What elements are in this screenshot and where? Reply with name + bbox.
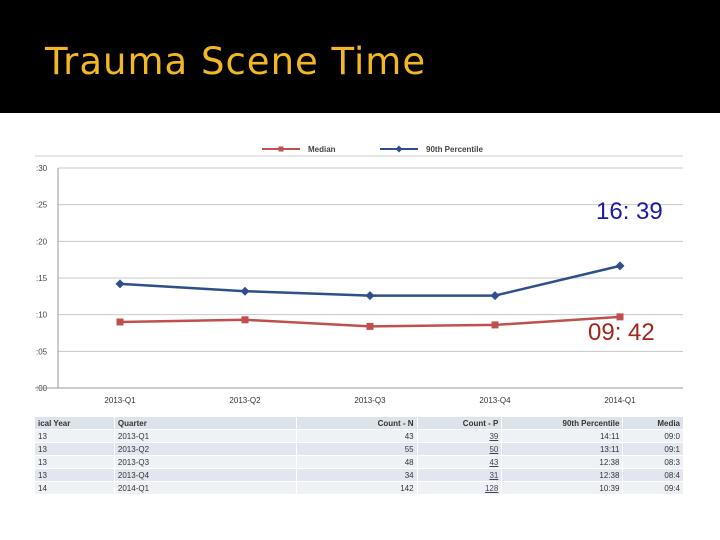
cell-year: 13 [34,455,115,469]
data-point-p90 [115,279,125,289]
data-point-median [616,313,624,321]
cell-year: 13 [34,442,115,456]
cell-count-p: 43 [416,455,503,469]
data-point-p90 [490,291,500,301]
title-bar: Trauma Scene Time [0,0,720,113]
table-header-row: ical Year Quarter Count - N Count - P 90… [34,416,684,430]
col-header-quarter[interactable]: Quarter [113,416,297,430]
legend-marker-diamond [395,145,403,153]
cell-quarter: 2013-Q2 [113,442,297,456]
table-row: 13 2013-Q4 34 31 12:38 08:4 [34,468,684,482]
legend-label: 90th Percentile [426,145,483,154]
legend-label: Median [308,145,336,154]
cell-count-n: 48 [295,455,418,469]
cell-90th: 12:38 [501,455,624,469]
cell-year: 13 [34,468,115,482]
cell-median: 08:4 [622,468,684,482]
slide-title: Trauma Scene Time [45,40,427,83]
y-tick-label: :10 [36,311,48,320]
count-p-link[interactable]: 31 [489,470,499,480]
table-row: 14 2014-Q1 142 128 10:39 09:4 [34,481,684,495]
data-point-p90 [615,261,625,271]
cell-year: 13 [34,429,115,443]
table-row: 13 2013-Q1 43 39 14:11 09:0 [34,429,684,443]
cell-90th: 13:11 [501,442,624,456]
cell-count-p: 31 [416,468,503,482]
cell-count-n: 34 [295,468,418,482]
col-header-count-n[interactable]: Count - N [295,416,418,430]
y-tick-label: :30 [36,164,48,173]
cell-90th: 14:11 [501,429,624,443]
table-row: 13 2013-Q3 48 43 12:38 08:3 [34,455,684,469]
data-point-median [366,322,374,330]
table-row: 13 2013-Q2 55 50 13:11 09:1 [34,442,684,456]
col-header-median[interactable]: Media [622,416,684,430]
cell-median: 09:0 [622,429,684,443]
p90-callout: 16: 39 [596,198,663,225]
cell-year: 14 [34,481,115,495]
y-tick-label: :05 [36,347,48,356]
col-header-90th[interactable]: 90th Percentile [501,416,624,430]
x-tick-label: 2013-Q1 [104,396,136,405]
legend-marker-square [278,146,284,152]
line-chart: :00:05:10:15:20:25:30 2013-Q1 2013-Q2 2013-… [0,130,720,410]
col-header-year[interactable]: ical Year [34,416,115,430]
x-tick-label: 2013-Q4 [479,396,511,405]
cell-count-n: 55 [295,442,418,456]
cell-quarter: 2013-Q4 [113,468,297,482]
cell-count-p: 128 [416,481,503,495]
data-table: ical Year Quarter Count - N Count - P 90… [34,416,684,495]
y-tick-label: :15 [36,274,48,283]
count-p-link[interactable]: 39 [489,431,499,441]
count-p-link[interactable]: 43 [489,457,499,467]
y-tick-label: :25 [36,201,48,210]
cell-count-n: 43 [295,429,418,443]
data-point-median [116,318,124,326]
col-header-count-p[interactable]: Count - P [416,416,503,430]
count-p-link[interactable]: 50 [489,444,499,454]
data-point-p90 [240,286,250,296]
data-point-median [241,316,249,324]
cell-quarter: 2013-Q3 [113,455,297,469]
x-tick-label: 2014-Q1 [604,396,636,405]
y-tick-label: :20 [36,237,48,246]
cell-median: 08:3 [622,455,684,469]
cell-count-p: 39 [416,429,503,443]
cell-median: 09:4 [622,481,684,495]
x-tick-label: 2013-Q3 [354,396,386,405]
cell-count-p: 50 [416,442,503,456]
median-callout: 09: 42 [588,319,655,346]
cell-count-n: 142 [295,481,418,495]
data-point-p90 [365,291,375,301]
cell-quarter: 2014-Q1 [113,481,297,495]
cell-90th: 12:38 [501,468,624,482]
x-tick-label: 2013-Q2 [229,396,261,405]
data-point-median [491,321,499,329]
cell-90th: 10:39 [501,481,624,495]
cell-median: 09:1 [622,442,684,456]
cell-quarter: 2013-Q1 [113,429,297,443]
count-p-link[interactable]: 128 [484,483,499,493]
